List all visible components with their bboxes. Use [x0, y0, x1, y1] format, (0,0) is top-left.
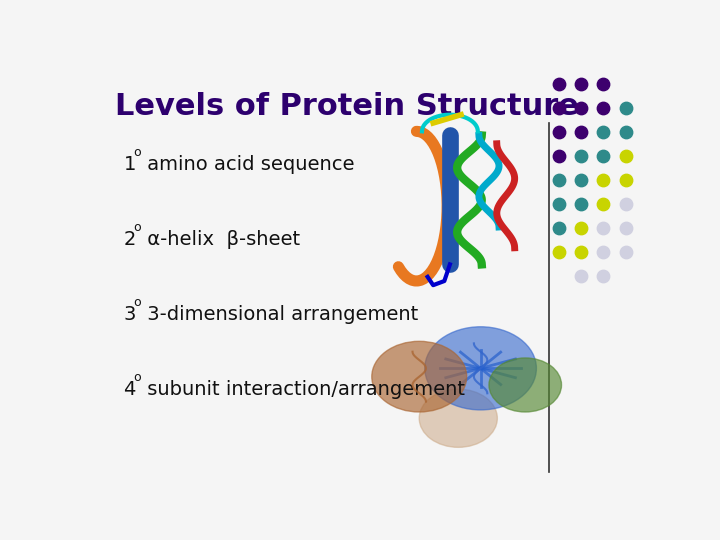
Point [575, 176, 587, 184]
Circle shape [425, 327, 536, 410]
Text: Levels of Protein Structure: Levels of Protein Structure [115, 92, 579, 121]
Point [620, 127, 631, 136]
Circle shape [489, 358, 562, 412]
Point [620, 200, 631, 208]
Text: α-helix  β-sheet: α-helix β-sheet [141, 230, 300, 249]
Point [553, 152, 564, 160]
Text: amino acid sequence: amino acid sequence [141, 155, 355, 174]
Point [620, 103, 631, 112]
Point [575, 224, 587, 233]
Point [553, 103, 564, 112]
Point [553, 224, 564, 233]
Point [575, 79, 587, 88]
Text: o: o [133, 371, 141, 384]
Point [553, 127, 564, 136]
Point [553, 176, 564, 184]
Text: 3: 3 [124, 305, 136, 324]
Text: o: o [133, 221, 141, 234]
Text: o: o [133, 146, 141, 159]
Point [598, 176, 609, 184]
Point [598, 224, 609, 233]
Text: subunit interaction/arrangement: subunit interaction/arrangement [141, 380, 465, 399]
Point [620, 152, 631, 160]
Point [553, 79, 564, 88]
Point [553, 200, 564, 208]
Point [598, 152, 609, 160]
Point [575, 152, 587, 160]
Text: 2: 2 [124, 230, 136, 249]
Point [598, 200, 609, 208]
Point [598, 272, 609, 281]
Point [575, 103, 587, 112]
Point [598, 127, 609, 136]
Point [598, 79, 609, 88]
Text: 4: 4 [124, 380, 136, 399]
Point [575, 248, 587, 256]
Point [575, 127, 587, 136]
Text: 3-dimensional arrangement: 3-dimensional arrangement [141, 305, 418, 324]
Text: o: o [133, 296, 141, 309]
Point [598, 103, 609, 112]
Point [620, 224, 631, 233]
Point [598, 248, 609, 256]
Circle shape [419, 389, 498, 447]
Point [575, 200, 587, 208]
Point [575, 272, 587, 281]
Point [553, 248, 564, 256]
Text: 1: 1 [124, 155, 136, 174]
Point [620, 248, 631, 256]
Circle shape [372, 341, 467, 412]
Point [620, 176, 631, 184]
